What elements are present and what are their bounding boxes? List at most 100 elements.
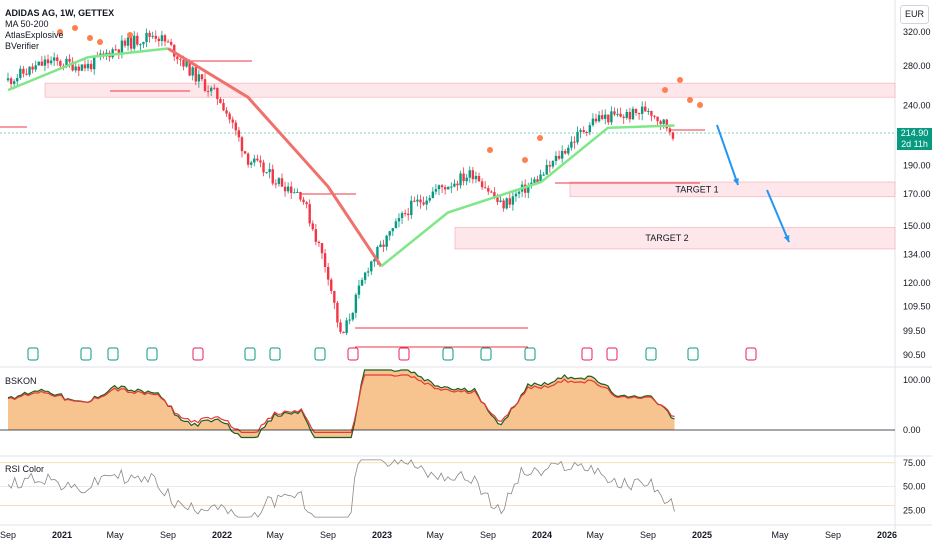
candle-body	[502, 200, 505, 209]
candle-body	[345, 320, 348, 334]
earnings-marker	[27, 347, 39, 361]
candle-body	[28, 66, 31, 75]
candle-body	[443, 187, 447, 190]
last-price: 214.90	[900, 128, 929, 138]
x-tick-label: May	[106, 530, 124, 540]
y-tick-label: 50.00	[903, 482, 926, 492]
signal-label	[127, 32, 133, 38]
signal-label	[687, 97, 693, 103]
candle-body	[619, 113, 622, 117]
candle-body	[317, 241, 321, 244]
candle-body	[274, 183, 278, 185]
candle-body	[533, 179, 536, 183]
x-tick-label: 2023	[372, 530, 392, 540]
candle-body	[348, 319, 351, 321]
candle-body	[102, 53, 105, 55]
candle-body	[133, 35, 136, 49]
signal-label	[87, 35, 93, 41]
candle-body	[114, 49, 117, 51]
candle-body	[588, 125, 592, 133]
candle-body	[554, 155, 558, 162]
bskon-pane	[0, 369, 895, 439]
target-2-label: TARGET 2	[645, 233, 688, 243]
candle-body	[496, 197, 499, 202]
candle-body	[336, 302, 339, 323]
candle-body	[268, 169, 271, 173]
candle-body	[610, 111, 613, 123]
candle-body	[80, 64, 84, 71]
candle-body	[185, 60, 188, 67]
x-tick-label: 2021	[52, 530, 72, 540]
candle-body	[237, 130, 241, 138]
chart-title: ADIDAS AG, 1W, GETTEX	[5, 8, 115, 18]
y-tick-label: 190.00	[903, 160, 931, 170]
x-tick-label: May	[426, 530, 444, 540]
signal-label	[97, 39, 103, 45]
earnings-marker	[244, 347, 256, 361]
candle-body	[253, 158, 256, 163]
legend-bverifier[interactable]: BVerifier	[5, 41, 40, 51]
candle-body	[523, 184, 527, 193]
candle-body	[665, 119, 669, 129]
candle-body	[440, 185, 444, 188]
candle-body	[422, 202, 425, 205]
candle-body	[68, 58, 71, 62]
candle-body	[570, 141, 573, 148]
candle-body	[379, 244, 382, 247]
candle-body	[407, 213, 410, 216]
candle-body	[591, 118, 595, 126]
legend-atlas[interactable]: AtlasExplosive	[5, 30, 64, 40]
y-tick-label: 170.00	[903, 189, 931, 199]
candle-body	[508, 198, 511, 205]
candle-body	[213, 87, 216, 89]
candle-body	[634, 108, 638, 114]
candle-body	[203, 79, 207, 91]
signal-label	[487, 147, 493, 153]
candle-body	[425, 200, 428, 205]
earnings-marker	[347, 347, 359, 361]
candle-body	[640, 106, 644, 114]
candle-body	[77, 66, 81, 71]
x-axis: Sep 2021 May Sep 2022 May Sep 2023 May Sep 2024 May…	[0, 530, 897, 540]
x-tick-label: 2025	[692, 530, 712, 540]
candle-body	[49, 60, 53, 64]
candle-body	[37, 61, 40, 66]
candle-body	[188, 60, 191, 76]
candle-body	[74, 66, 77, 71]
legend-ma[interactable]: MA 50-200	[5, 19, 49, 29]
signal-label	[57, 29, 63, 35]
candle-body	[468, 170, 471, 178]
earnings-marker	[745, 347, 757, 361]
candle-body	[477, 175, 481, 182]
candle-body	[163, 35, 167, 42]
candle-body	[34, 65, 37, 70]
signal-label	[697, 102, 703, 108]
candle-body	[567, 147, 570, 154]
candle-body	[326, 266, 330, 280]
ma-slow-line	[167, 47, 383, 268]
candle-body	[403, 213, 407, 215]
candle-body	[465, 177, 468, 182]
candle-body	[573, 141, 576, 143]
candle-body	[600, 115, 604, 119]
candle-body	[447, 186, 450, 190]
bskon-label[interactable]: BSKON	[5, 376, 37, 386]
candle-body	[548, 165, 552, 167]
rsi-label[interactable]: RSI Color	[5, 464, 45, 474]
forecast-arrow-head	[783, 235, 790, 242]
candle-body	[410, 200, 413, 216]
candle-body	[644, 106, 647, 112]
earnings-marker	[524, 347, 536, 361]
candle-body	[505, 198, 508, 209]
x-tick-label: May	[586, 530, 604, 540]
candle-body	[631, 108, 635, 120]
currency-button[interactable]: EUR	[900, 5, 929, 24]
y-tick-label: 100.00	[903, 375, 931, 385]
candle-body	[659, 121, 662, 124]
candle-body	[330, 279, 333, 291]
target-zone	[44, 82, 896, 98]
candle-body	[259, 160, 262, 163]
candle-body	[59, 60, 62, 66]
candle-body	[594, 118, 598, 122]
